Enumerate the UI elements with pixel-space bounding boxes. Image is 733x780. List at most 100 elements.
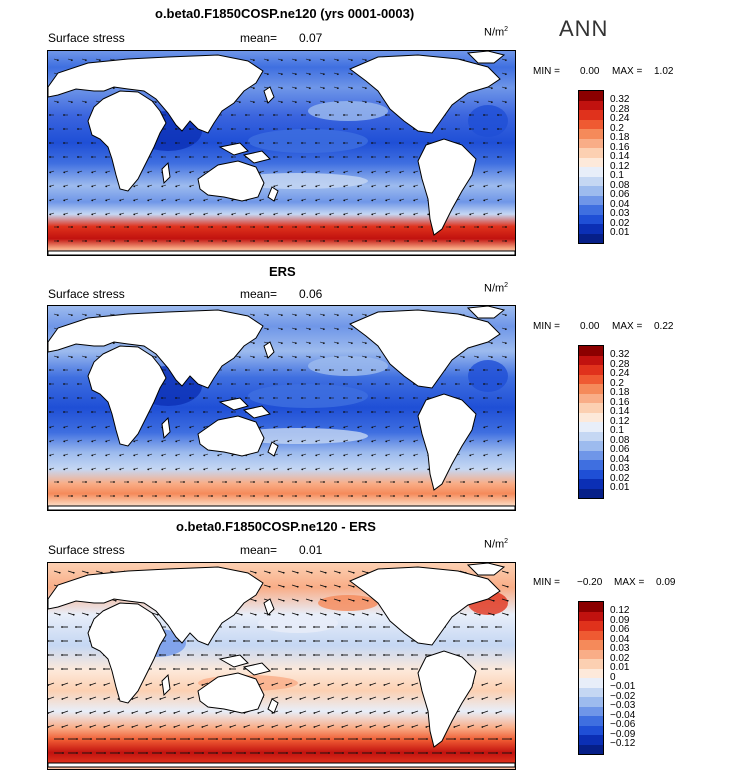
colorbar-swatch — [579, 640, 603, 650]
colorbar-tick-label: −0.12 — [610, 738, 636, 749]
colorbar-tick-label: 0.16 — [610, 141, 630, 153]
colorbar-swatch — [579, 205, 603, 215]
colorbar-swatch — [579, 602, 603, 612]
colorbar-tick-label: 0.08 — [610, 179, 630, 191]
colorbar-swatch — [579, 393, 603, 403]
colorbar-swatch — [579, 403, 603, 413]
panel-2-max-value: 0.22 — [654, 321, 674, 332]
colorbar-tick-label: 0.14 — [610, 151, 630, 162]
colorbar-swatch — [579, 611, 603, 621]
panel-3-colorbar — [578, 601, 604, 755]
panel-3-map — [47, 562, 516, 770]
colorbar-swatch — [579, 630, 603, 640]
colorbar-tick-label: 0 — [610, 671, 616, 683]
colorbar-tick-label: 0.2 — [610, 122, 624, 134]
panel-1-max-value: 1.02 — [654, 66, 674, 77]
panel-1-map — [47, 50, 516, 256]
colorbar-swatch — [579, 148, 603, 158]
colorbar-swatch — [579, 735, 603, 745]
panel-2-min-value: 0.00 — [580, 321, 600, 332]
panel-3-mean-label: mean= — [240, 543, 278, 557]
colorbar-swatch — [579, 384, 603, 394]
colorbar-swatch — [579, 659, 603, 669]
panel-1-min-label: MIN = — [533, 66, 560, 77]
colorbar-tick-label: 0.28 — [610, 358, 630, 370]
panel-1-title: o.beta0.F1850COSP.ne120 (yrs 0001-0003) — [155, 6, 415, 21]
colorbar-tick-label: 0.01 — [610, 482, 630, 493]
panel-2-max-label: MAX = — [612, 321, 643, 332]
panel-3-map-svg — [48, 563, 515, 769]
panel-1-min-value: 0.00 — [580, 66, 600, 77]
colorbar-tick-label: 0.04 — [610, 633, 630, 645]
colorbar-swatch — [579, 687, 603, 697]
colorbar-swatch — [579, 100, 603, 110]
panel-2-map-svg — [48, 306, 515, 510]
colorbar-tick-label: 0.06 — [610, 624, 630, 635]
colorbar-swatch — [579, 479, 603, 489]
panel-2-title: ERS — [269, 264, 296, 279]
colorbar-swatch — [579, 431, 603, 441]
colorbar-tick-label: 0.32 — [610, 94, 630, 105]
colorbar-swatch — [579, 374, 603, 384]
colorbar-swatch — [579, 138, 603, 148]
colorbar-tick-label: −0.06 — [610, 719, 636, 730]
colorbar-swatch — [579, 678, 603, 688]
colorbar-tick-label: 0.01 — [610, 662, 630, 673]
panel-3-min-value: −0.20 — [577, 577, 603, 588]
colorbar-swatch — [579, 649, 603, 659]
colorbar-swatch — [579, 119, 603, 129]
colorbar-swatch — [579, 365, 603, 375]
colorbar-tick-label: 0.18 — [610, 132, 630, 143]
colorbar-swatch — [579, 167, 603, 177]
colorbar-swatch — [579, 441, 603, 451]
colorbar-tick-label: 0.24 — [610, 368, 630, 379]
colorbar-tick-label: 0.04 — [610, 198, 630, 210]
panel-1-units: N/m2 — [484, 26, 509, 39]
colorbar-swatch — [579, 450, 603, 460]
colorbar-swatch — [579, 422, 603, 432]
colorbar-tick-label: 0.18 — [610, 387, 630, 398]
colorbar-tick-label: 0.32 — [610, 349, 630, 360]
colorbar-swatch — [579, 129, 603, 139]
colorbar-swatch — [579, 706, 603, 716]
colorbar-tick-label: 0.09 — [610, 614, 630, 626]
panel-3-title: o.beta0.F1850COSP.ne120 - ERS — [176, 519, 376, 534]
colorbar-tick-label: 0.08 — [610, 434, 630, 446]
colorbar-tick-label: 0.2 — [610, 377, 624, 389]
panel-3-max-value: 0.09 — [656, 577, 676, 588]
colorbar-swatch — [579, 488, 603, 498]
colorbar-tick-label: 0.16 — [610, 396, 630, 408]
colorbar-swatch — [579, 186, 603, 196]
colorbar-tick-label: 0.14 — [610, 406, 630, 417]
colorbar-tick-label: 0.03 — [610, 463, 630, 474]
colorbar-tick-label: 0.02 — [610, 472, 630, 484]
colorbar-tick-label: 0.06 — [610, 189, 630, 200]
colorbar-tick-label: 0.04 — [610, 453, 630, 465]
colorbar-tick-label: −0.02 — [610, 690, 636, 702]
panel-1-variable: Surface stress — [48, 31, 125, 45]
colorbar-tick-label: 0.24 — [610, 113, 630, 124]
colorbar-swatch — [579, 668, 603, 678]
panel-1-map-svg — [48, 51, 515, 255]
colorbar-tick-label: 0.02 — [610, 217, 630, 229]
panel-2-mean-label: mean= — [240, 287, 278, 301]
colorbar-tick-label: 0.12 — [610, 160, 630, 172]
colorbar-swatch — [579, 224, 603, 234]
panel-2-min-label: MIN = — [533, 321, 560, 332]
colorbar-swatch — [579, 195, 603, 205]
colorbar-tick-label: 0.03 — [610, 208, 630, 219]
colorbar-tick-label: 0.06 — [610, 444, 630, 455]
colorbar-swatch — [579, 91, 603, 101]
colorbar-tick-label: 0.12 — [610, 605, 630, 616]
colorbar-swatch — [579, 110, 603, 120]
colorbar-tick-label: 0.28 — [610, 103, 630, 115]
colorbar-swatch — [579, 214, 603, 224]
panel-1-mean-label: mean= — [240, 31, 278, 45]
season-label: ANN — [559, 16, 609, 41]
colorbar-swatch — [579, 233, 603, 243]
colorbar-swatch — [579, 725, 603, 735]
colorbar-swatch — [579, 697, 603, 707]
colorbar-tick-label: 0.01 — [610, 227, 630, 238]
panel-3-max-label: MAX = — [614, 577, 645, 588]
colorbar-tick-label: −0.03 — [610, 700, 636, 711]
